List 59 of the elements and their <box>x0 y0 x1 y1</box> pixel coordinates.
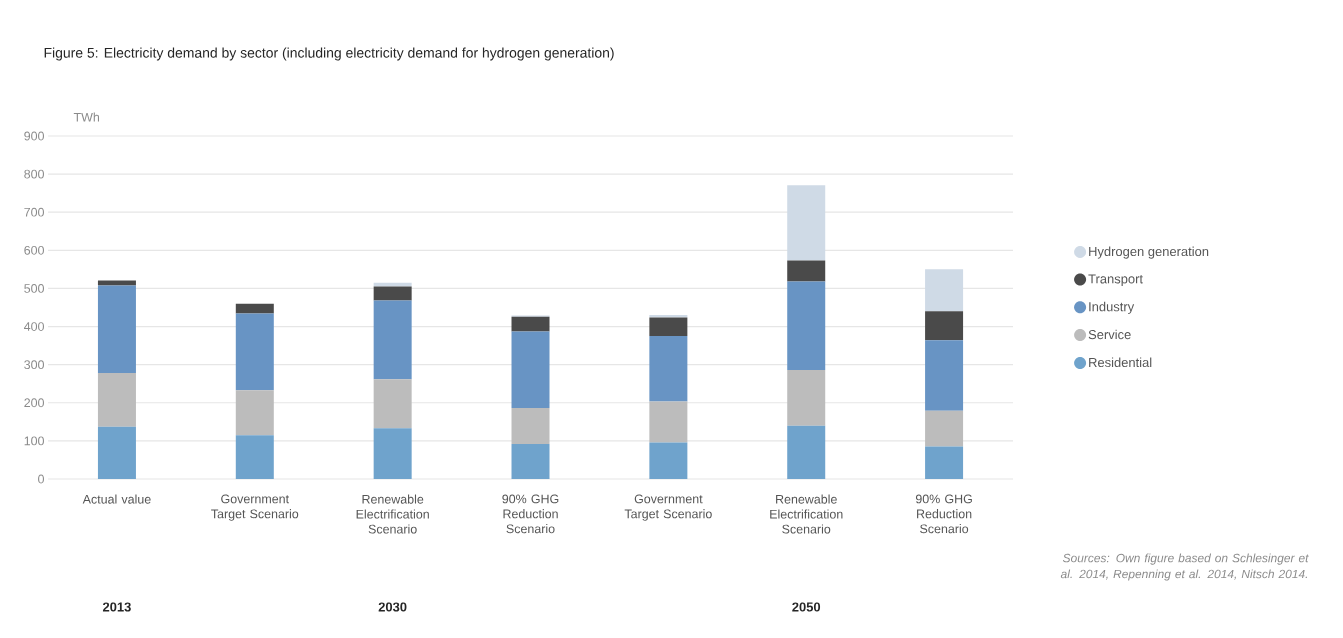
bar <box>787 260 826 282</box>
bar <box>511 408 550 444</box>
bar <box>373 379 412 429</box>
y-tick-label: 700 <box>24 207 44 217</box>
bar <box>97 373 136 427</box>
bar <box>649 317 688 337</box>
bar <box>787 425 826 479</box>
y-tick-label: 400 <box>24 322 44 331</box>
bar <box>511 443 550 479</box>
bar <box>373 286 412 301</box>
y-tick-label: 800 <box>24 169 44 179</box>
text: 2013 <box>102 602 131 612</box>
bar <box>235 313 274 391</box>
legend-label: Transport <box>1088 274 1143 287</box>
text: 2050 <box>792 602 821 612</box>
x-tick-label: Actual value <box>82 494 151 504</box>
bar <box>649 442 688 479</box>
x-tick-label: 90% GHG Reduction Scenario <box>502 494 559 534</box>
y-tick-label: 300 <box>24 360 44 370</box>
y-tick-label: 600 <box>24 245 44 255</box>
bar <box>373 428 412 479</box>
x-tick-label: Renewable Electrification Scenario <box>770 494 843 534</box>
y-tick-label: 200 <box>24 398 44 408</box>
x-tick-label: Government Target Scenario <box>211 494 299 521</box>
bar <box>97 280 136 286</box>
legend-label: Industry <box>1089 301 1135 314</box>
y-tick-label: 0 <box>38 474 45 484</box>
bar <box>235 390 274 436</box>
bar <box>97 426 136 479</box>
bar <box>787 185 826 261</box>
bar <box>235 435 274 479</box>
bar <box>787 369 826 426</box>
legend-label: Hydrogen generation <box>1089 246 1209 259</box>
y-tick-label: 900 <box>24 131 44 141</box>
legend-label: Residential <box>1089 357 1152 368</box>
x-tick-label: Government Target Scenario <box>624 494 712 521</box>
text: 2030 <box>378 602 407 612</box>
bar <box>787 281 826 370</box>
bar <box>235 303 274 314</box>
chart-title: Figure 5: Electricity demand by sector (including electricity demand for hydrogen generation) <box>44 47 614 61</box>
bar <box>925 269 964 312</box>
bar <box>373 300 412 380</box>
bar <box>649 336 688 402</box>
y-axis-title: TWh <box>73 112 100 122</box>
bar <box>925 410 964 447</box>
bar <box>925 311 964 341</box>
legend-label: Service <box>1088 329 1131 340</box>
bar <box>511 331 550 409</box>
y-tick-label: 500 <box>24 284 44 293</box>
source-note: Sources: Own figure based on Schlesinger et al. 2014, Repenning et al. 2014, Nitsch 2014. <box>1060 553 1309 581</box>
bar <box>97 285 136 374</box>
x-tick-label: Renewable Electrification Scenario <box>356 494 429 534</box>
bar <box>925 446 964 479</box>
bar <box>511 316 550 332</box>
bar <box>649 401 688 443</box>
y-tick-label: 100 <box>24 436 44 446</box>
bar <box>925 340 964 411</box>
bar <box>373 282 412 287</box>
x-tick-label: 90% GHG Reduction Scenario <box>915 494 972 534</box>
